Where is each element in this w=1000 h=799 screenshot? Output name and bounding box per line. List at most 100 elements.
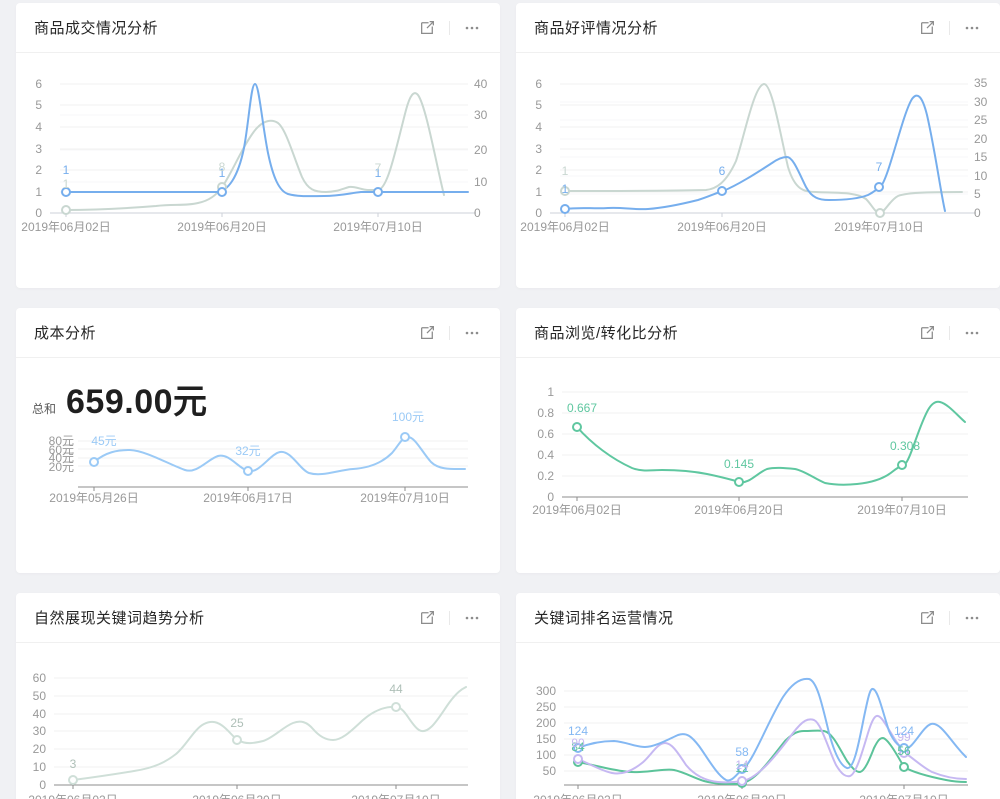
- card-keyword-rank: 关键词排名运营情况 300 250 200 150 100: [516, 593, 1000, 799]
- point-label: 44: [389, 682, 403, 696]
- point-label: 32元: [235, 444, 260, 458]
- chart-area: 60 50 40 30 20 10 0 3 25: [16, 643, 500, 799]
- export-icon[interactable]: [413, 319, 441, 347]
- y-tick-label: 10: [974, 169, 988, 183]
- data-point-markers-blue: [560, 182, 884, 214]
- x-axis: [50, 212, 476, 217]
- y-tick-label: 0.8: [537, 406, 554, 420]
- x-tick-label: 2019年07月10日: [360, 491, 449, 505]
- point-labels-grey: 1: [562, 164, 569, 178]
- more-icon[interactable]: [958, 319, 986, 347]
- y-tick-label: 1: [547, 385, 554, 399]
- y-tick-label: 4: [35, 120, 42, 134]
- chart-area: 300 250 200 150 100 50: [516, 643, 1000, 799]
- x-tick-label: 2019年06月17日: [203, 491, 292, 505]
- more-icon[interactable]: [958, 14, 986, 42]
- x-axis: [562, 496, 968, 501]
- card-keyword-trend: 自然展现关键词趋势分析 60 50 40 30 20: [16, 593, 500, 799]
- point-label: 100元: [392, 410, 424, 424]
- point-label: 124: [894, 724, 914, 738]
- y-tick-label: 60元: [49, 443, 74, 457]
- gridlines: [560, 83, 968, 195]
- x-axis-labels: 2019年06月02日 2019年06月20日 2019年07月10日: [28, 793, 440, 799]
- divider: [949, 610, 950, 625]
- line-chart-review: 6 5 4 3 2 1 0 35 30 25 20 15 10 5 0: [520, 76, 988, 234]
- point-labels-blue: 124 58 124: [568, 724, 914, 759]
- line-chart-cost: 80元 60元 40元 20元 45元 32元 100元: [49, 410, 468, 505]
- y-tick-label: 20: [474, 143, 488, 157]
- card-title: 关键词排名运营情况: [534, 610, 674, 627]
- point-label: 1: [63, 163, 70, 177]
- divider: [449, 325, 450, 340]
- divider: [949, 325, 950, 340]
- point-label: 90: [571, 736, 585, 750]
- y-tick-label: 0: [535, 206, 542, 220]
- x-tick-label: 2019年06月02日: [532, 503, 621, 517]
- point-label: 7: [876, 160, 883, 174]
- divider: [449, 20, 450, 35]
- y-tick-label: 20元: [49, 460, 74, 474]
- chart-area: 6 5 4 3 2 1 0 40 30 20 10 0: [16, 53, 500, 288]
- y-tick-label: 30: [33, 724, 47, 738]
- line-chart-keyword-trend: 60 50 40 30 20 10 0 3 25: [28, 671, 468, 799]
- y-tick-label: 35: [974, 76, 988, 90]
- line-chart-conversion: 1 0.8 0.6 0.4 0.2 0 0.667 0.145: [532, 385, 968, 517]
- x-axis: [550, 212, 976, 217]
- y-tick-label: 0: [39, 778, 46, 792]
- x-tick-label: 2019年07月10日: [834, 220, 923, 234]
- x-tick-label: 2019年06月20日: [697, 793, 786, 799]
- point-label: 1: [562, 164, 569, 178]
- y-tick-label: 0.2: [537, 469, 554, 483]
- y-tick-label: 3: [535, 142, 542, 156]
- y-tick-label: 15: [974, 150, 988, 164]
- card-header: 成本分析: [16, 308, 500, 358]
- card-header: 关键词排名运营情况: [516, 593, 1000, 643]
- more-icon[interactable]: [958, 604, 986, 632]
- x-tick-label: 2019年06月02日: [21, 220, 110, 234]
- y-tick-label: 0: [547, 490, 554, 504]
- x-axis-labels: 2019年06月02日 2019年06月20日 2019年07月10日: [532, 503, 946, 517]
- point-label: 0.308: [890, 439, 920, 453]
- right-axis-ticks: 40 30 20 10 0: [474, 77, 488, 220]
- card-actions: [913, 319, 986, 347]
- series-line-green: [577, 729, 967, 785]
- card-header: 商品浏览/转化比分析: [516, 308, 1000, 358]
- point-label: 45元: [91, 434, 116, 448]
- y-tick-label: 50: [33, 689, 47, 703]
- x-axis: [54, 784, 468, 789]
- x-tick-label: 2019年06月20日: [677, 220, 766, 234]
- more-icon[interactable]: [458, 604, 486, 632]
- point-label: 58: [735, 745, 749, 759]
- y-tick-label: 4: [535, 120, 542, 134]
- export-icon[interactable]: [913, 604, 941, 632]
- series-line-ratio: [576, 400, 966, 486]
- point-label: 1: [562, 182, 569, 196]
- x-tick-label: 2019年07月10日: [859, 793, 948, 799]
- card-title: 自然展现关键词趋势分析: [34, 610, 205, 627]
- point-label: 124: [568, 724, 588, 738]
- export-icon[interactable]: [913, 14, 941, 42]
- export-icon[interactable]: [413, 14, 441, 42]
- data-point-markers-blue: [61, 187, 383, 197]
- data-point-markers-grey: [560, 186, 885, 218]
- series-line-blue: [564, 94, 946, 212]
- card-header: 商品好评情况分析: [516, 3, 1000, 53]
- y-tick-label: 0: [35, 206, 42, 220]
- export-icon[interactable]: [413, 604, 441, 632]
- y-tick-label: 20: [974, 132, 988, 146]
- export-icon[interactable]: [913, 319, 941, 347]
- y-tick-label: 5: [535, 98, 542, 112]
- y-tick-label: 40: [33, 707, 47, 721]
- series-line-cost: [93, 436, 466, 476]
- more-icon[interactable]: [458, 319, 486, 347]
- x-tick-label: 2019年07月10日: [857, 503, 946, 517]
- y-tick-label: 40元: [49, 451, 74, 465]
- card-conversion-analysis: 商品浏览/转化比分析 1 0.8 0.6 0.4 0.2: [516, 308, 1000, 573]
- x-tick-label: 2019年06月20日: [177, 220, 266, 234]
- divider: [949, 20, 950, 35]
- y-tick-label: 0.4: [537, 448, 554, 462]
- stat-value: 659.00元: [66, 383, 208, 421]
- more-icon[interactable]: [458, 14, 486, 42]
- point-label: 25: [230, 716, 244, 730]
- x-tick-label: 2019年06月02日: [533, 793, 622, 799]
